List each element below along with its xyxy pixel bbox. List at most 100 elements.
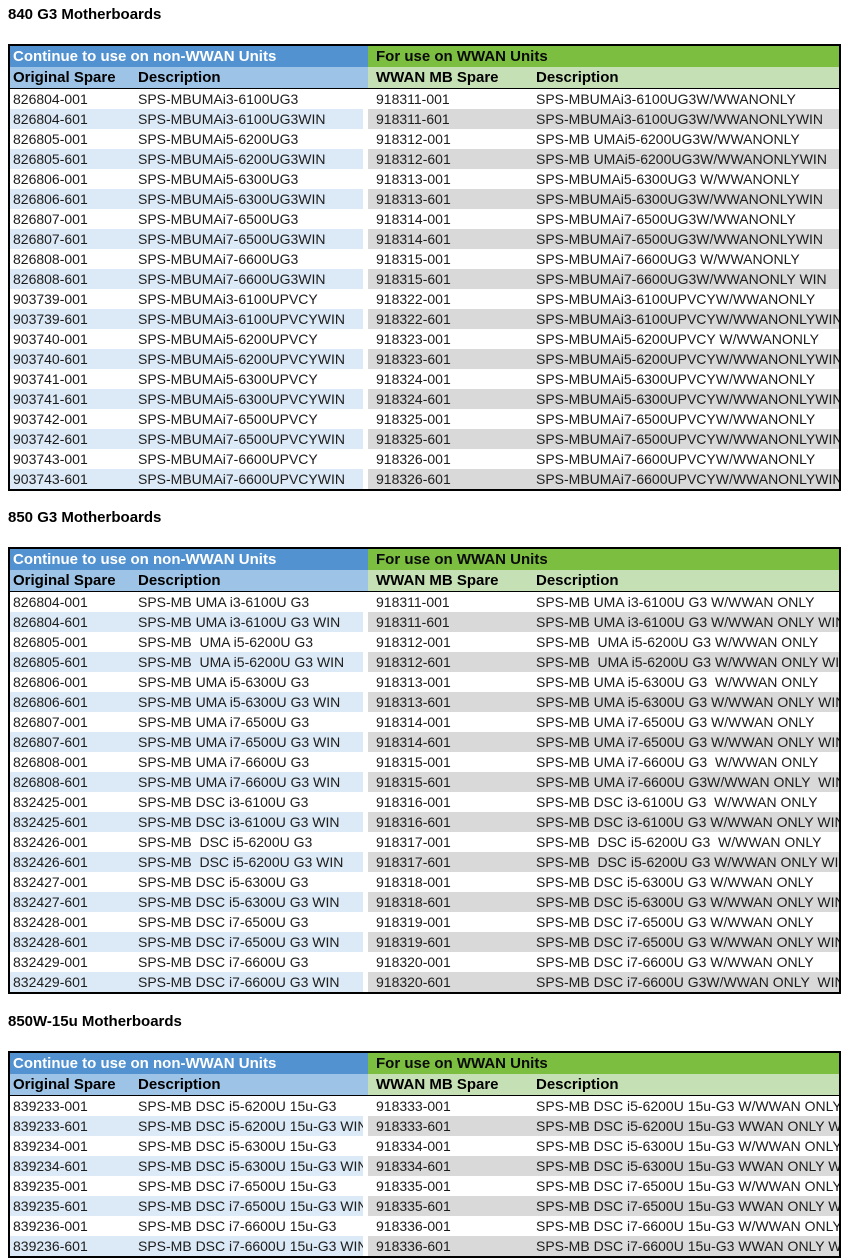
column-gap	[363, 269, 368, 289]
original-spare-cell: 826808-001	[13, 754, 88, 770]
table-row: 826804-001 SPS-MBUMAi3-6100UG3 918311-001 S…	[10, 89, 839, 109]
table-column-headers: Original Spare Description WWAN MB Spare…	[10, 570, 839, 592]
description-header: Description	[131, 67, 368, 88]
wwan-mb-spare-cell: 918312-601	[368, 652, 533, 672]
original-spare-cell: 903739-001	[13, 291, 88, 307]
non-wwan-group-header: Continue to use on non-WWAN Units	[10, 549, 368, 570]
original-spare-cell: 826804-601	[10, 109, 131, 129]
wwan-mb-spare-cell: 918311-601	[368, 109, 533, 129]
section-title-840-g3: 840 G3 Motherboards	[8, 6, 162, 23]
table-row: 826805-001 SPS-MB UMA i5-6200U G3 918312-0…	[10, 632, 839, 652]
column-gap	[363, 592, 368, 612]
column-gap	[363, 932, 368, 952]
wwan-description-cell: SPS-MBUMAi7-6500UG3W/WWANONLYWIN	[533, 229, 839, 249]
table-row: 826806-601 SPS-MB UMA i5-6300U G3 WIN 9183…	[10, 692, 839, 712]
wwan-mb-spare-cell: 918311-001	[376, 91, 450, 107]
table-row: 832428-601 SPS-MB DSC i7-6500U G3 WIN 9183…	[10, 932, 839, 952]
wwan-description-cell: SPS-MBUMAi7-6500UPVCYW/WWANONLY	[536, 411, 816, 427]
original-spare-cell: 903743-001	[13, 451, 88, 467]
wwan-description-cell: SPS-MBUMAi7-6600UPVCYW/WWANONLYWIN	[533, 469, 839, 489]
column-gap	[363, 289, 368, 309]
column-gap	[363, 309, 368, 329]
table-group-header: Continue to use on non-WWAN Units For us…	[10, 549, 839, 570]
wwan-mb-spare-cell: 918320-601	[368, 972, 533, 992]
table-row: 826805-001 SPS-MBUMAi5-6200UG3 918312-001 S…	[10, 129, 839, 149]
wwan-mb-spare-cell: 918311-601	[368, 612, 533, 632]
description-cell: SPS-MB DSC i5-6200U G3 WIN	[131, 852, 363, 872]
wwan-description-cell: SPS-MB DSC i7-6600U G3W/WWAN ONLY WIN	[533, 972, 839, 992]
original-spare-cell: 826804-001	[13, 594, 88, 610]
wwan-description-cell: SPS-MB DSC i7-6500U 15u-G3 WWAN ONLY WIN	[533, 1196, 839, 1216]
column-gap	[363, 692, 368, 712]
wwan-description-cell: SPS-MBUMAi5-6300UG3W/WWANONLYWIN	[533, 189, 839, 209]
wwan-mb-spare-header: WWAN MB Spare	[368, 1074, 533, 1095]
wwan-mb-spare-cell: 918335-001	[376, 1178, 451, 1194]
description-cell: SPS-MBUMAi5-6300UPVCY	[138, 371, 318, 387]
column-gap	[363, 712, 368, 732]
wwan-description-cell: SPS-MB DSC i5-6300U G3 W/WWAN ONLY WIN	[533, 892, 839, 912]
wwan-description-cell: SPS-MB UMA i5-6300U G3 W/WWAN ONLY	[536, 674, 819, 690]
table-row: 826805-601 SPS-MB UMA i5-6200U G3 WIN 9183…	[10, 652, 839, 672]
wwan-description-cell: SPS-MB UMA i5-6200U G3 W/WWAN ONLY WIN	[533, 652, 839, 672]
description-cell: SPS-MBUMAi3-6100UPVCYWIN	[131, 309, 363, 329]
table-row: 839234-001 SPS-MB DSC i5-6300U 15u-G3 9183…	[10, 1136, 839, 1156]
wwan-mb-spare-cell: 918319-001	[376, 914, 451, 930]
column-gap	[363, 832, 368, 852]
column-gap	[363, 149, 368, 169]
original-spare-cell: 832427-601	[10, 892, 131, 912]
wwan-mb-spare-cell: 918320-001	[376, 954, 451, 970]
wwan-mb-spare-cell: 918323-601	[368, 349, 533, 369]
column-gap	[363, 249, 368, 269]
table-row: 903743-601 SPS-MBUMAi7-6600UPVCYWIN 918326…	[10, 469, 839, 489]
wwan-description-cell: SPS-MB UMA i5-6300U G3 W/WWAN ONLY WIN	[533, 692, 839, 712]
wwan-mb-spare-cell: 918315-001	[376, 251, 451, 267]
column-gap	[363, 1096, 368, 1116]
table-row: 832429-001 SPS-MB DSC i7-6600U G3 918320-0…	[10, 952, 839, 972]
column-gap	[363, 109, 368, 129]
original-spare-cell: 839236-601	[10, 1236, 131, 1256]
column-gap	[363, 1116, 368, 1136]
description-cell: SPS-MBUMAi5-6300UPVCYWIN	[131, 389, 363, 409]
description-cell: SPS-MB DSC i7-6500U 15u-G3	[138, 1178, 337, 1194]
column-gap	[363, 892, 368, 912]
table-row: 826808-001 SPS-MB UMA i7-6600U G3 918315-0…	[10, 752, 839, 772]
column-gap	[363, 349, 368, 369]
table-row: 826807-001 SPS-MBUMAi7-6500UG3 918314-001 S…	[10, 209, 839, 229]
table-row: 839234-601 SPS-MB DSC i5-6300U 15u-G3 WIN…	[10, 1156, 839, 1176]
description-cell: SPS-MB UMA i3-6100U G3 WIN	[131, 612, 363, 632]
table-row: 826807-601 SPS-MBUMAi7-6500UG3WIN 918314-6…	[10, 229, 839, 249]
table-row: 826808-001 SPS-MBUMAi7-6600UG3 918315-001 S…	[10, 249, 839, 269]
wwan-group-header: For use on WWAN Units	[368, 1053, 839, 1074]
description-cell: SPS-MB UMA i5-6200U G3	[138, 634, 314, 650]
wwan-description-cell: SPS-MBUMAi5-6300UG3 W/WWANONLY	[536, 171, 800, 187]
table-row: 826808-601 SPS-MB UMA i7-6600U G3 WIN 9183…	[10, 772, 839, 792]
original-spare-cell: 826808-001	[13, 251, 88, 267]
wwan-description-cell: SPS-MB DSC i7-6500U 15u-G3 W/WWAN ONLY	[536, 1178, 839, 1194]
wwan-description-cell: SPS-MB UMAi5-6200UG3W/WWANONLYWIN	[533, 149, 839, 169]
description-cell: SPS-MB DSC i5-6200U 15u-G3 WIN	[131, 1116, 363, 1136]
original-spare-cell: 839233-001	[13, 1098, 88, 1114]
wwan-mb-spare-cell: 918314-001	[376, 211, 451, 227]
column-gap	[363, 812, 368, 832]
table-column-headers: Original Spare Description WWAN MB Spare…	[10, 67, 839, 89]
motherboard-table-850w-15u: Continue to use on non-WWAN Units For us…	[8, 1051, 841, 1258]
original-spare-cell: 839233-601	[10, 1116, 131, 1136]
wwan-mb-spare-cell: 918334-001	[376, 1138, 451, 1154]
wwan-description-cell: SPS-MBUMAi3-6100UPVCYW/WWANONLY	[536, 291, 816, 307]
original-spare-cell: 826805-601	[10, 652, 131, 672]
column-gap	[363, 169, 368, 189]
original-spare-cell: 826807-001	[13, 211, 88, 227]
wwan-mb-spare-cell: 918326-601	[368, 469, 533, 489]
table-row: 826807-001 SPS-MB UMA i7-6500U G3 918314-0…	[10, 712, 839, 732]
description-cell: SPS-MB UMA i7-6600U G3	[138, 754, 310, 770]
wwan-mb-spare-cell: 918316-601	[368, 812, 533, 832]
description-cell: SPS-MB DSC i5-6200U 15u-G3	[138, 1098, 337, 1114]
motherboard-table-850-g3: Continue to use on non-WWAN Units For us…	[8, 547, 841, 994]
original-spare-cell: 826806-601	[10, 692, 131, 712]
original-spare-cell: 832426-001	[13, 834, 88, 850]
wwan-description-cell: SPS-MB DSC i5-6200U G3 W/WWAN ONLY	[536, 834, 822, 850]
original-spare-cell: 832426-601	[10, 852, 131, 872]
original-spare-cell: 826806-001	[13, 674, 88, 690]
wwan-description-cell: SPS-MB UMA i3-6100U G3 W/WWAN ONLY	[536, 594, 815, 610]
